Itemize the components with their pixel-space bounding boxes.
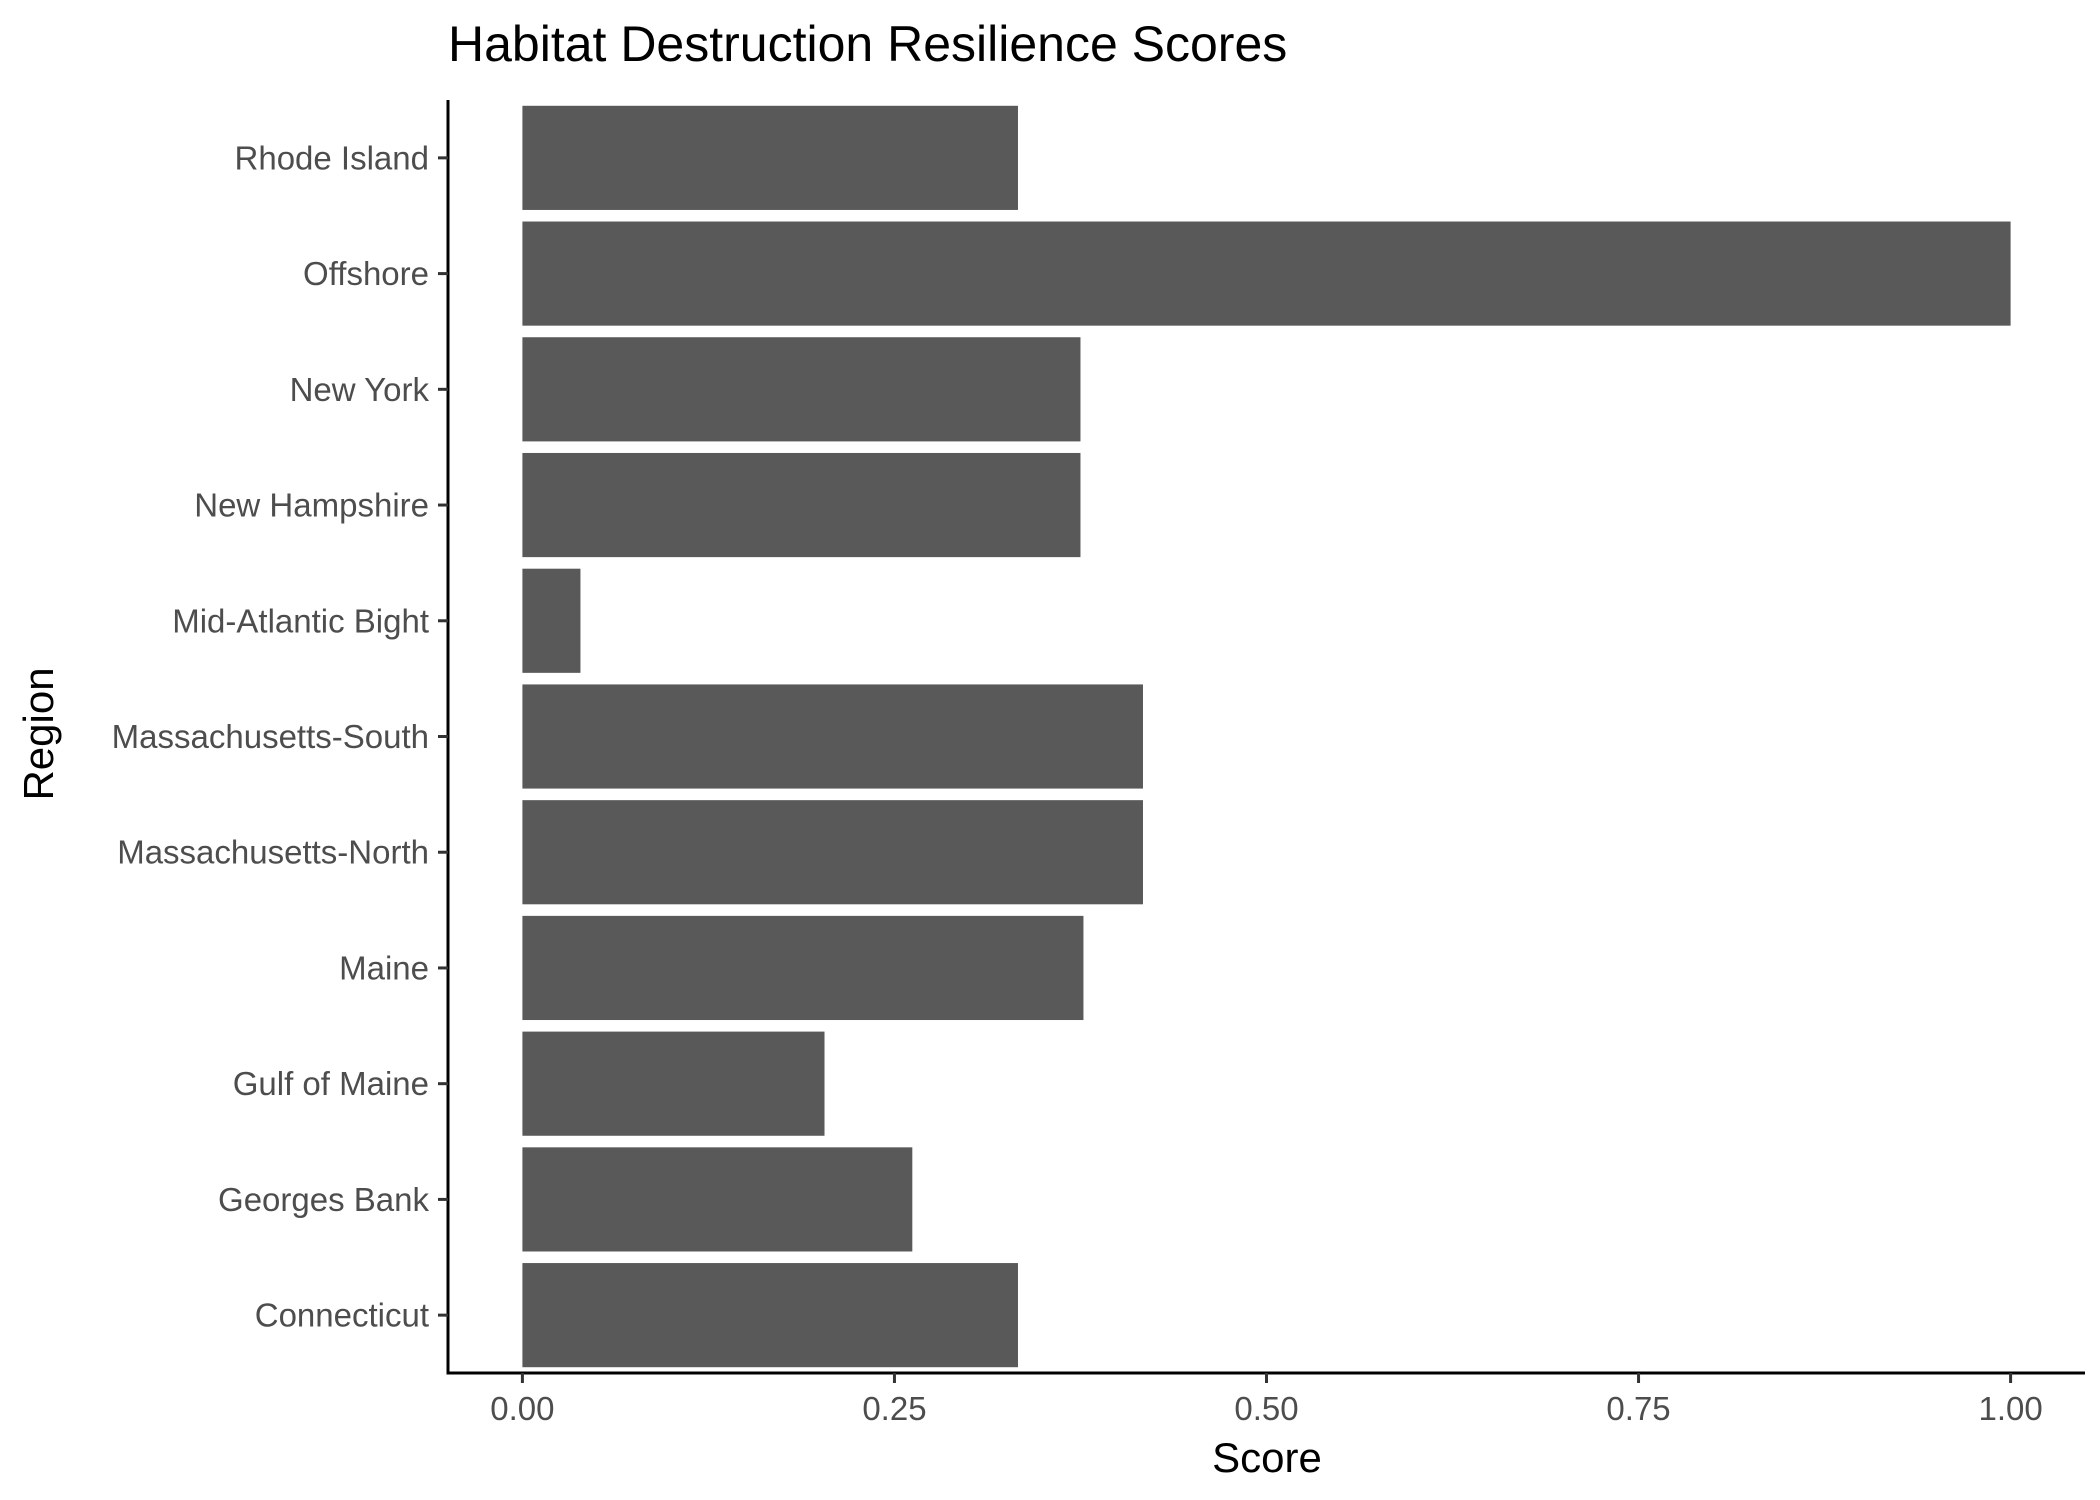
bar-offshore xyxy=(522,221,2011,326)
y-tick-label-georges-bank: Georges Bank xyxy=(218,1181,429,1218)
x-tick-label-2: 0.50 xyxy=(1234,1390,1298,1427)
bar-new-york xyxy=(522,337,1081,442)
bar-mid-atlantic-bight xyxy=(522,568,581,673)
y-tick-label-offshore: Offshore xyxy=(303,255,429,292)
y-tick-label-mid-atlantic-bight: Mid-Atlantic Bight xyxy=(172,602,429,639)
bars-group xyxy=(522,105,2011,1368)
x-tick-label-1: 0.25 xyxy=(862,1390,926,1427)
chart-title: Habitat Destruction Resilience Scores xyxy=(448,16,1287,72)
y-tick-label-new-york: New York xyxy=(290,371,430,408)
bar-gulf-of-maine xyxy=(522,1031,825,1136)
y-axis-title: Region xyxy=(15,667,62,800)
bar-massachusetts-south xyxy=(522,684,1143,789)
y-tick-label-massachusetts-south: Massachusetts-South xyxy=(112,718,429,755)
x-tick-label-3: 0.75 xyxy=(1606,1390,1670,1427)
bar-massachusetts-north xyxy=(522,800,1143,905)
y-tick-label-gulf-of-maine: Gulf of Maine xyxy=(233,1065,429,1102)
y-tick-label-maine: Maine xyxy=(339,949,429,986)
bar-maine xyxy=(522,915,1084,1021)
y-ticks-group: Connecticut Georges Bank Gulf of Maine Main… xyxy=(112,139,448,1334)
x-axis-title: Score xyxy=(1212,1434,1322,1481)
bar-connecticut xyxy=(522,1263,1018,1368)
bar-new-hampshire xyxy=(522,452,1081,558)
y-tick-label-rhode-island: Rhode Island xyxy=(235,139,429,176)
x-tick-label-0: 0.00 xyxy=(490,1390,554,1427)
y-tick-label-connecticut: Connecticut xyxy=(255,1297,429,1334)
y-tick-label-new-hampshire: New Hampshire xyxy=(194,487,429,524)
bar-rhode-island xyxy=(522,105,1018,210)
y-tick-label-massachusetts-north: Massachusetts-North xyxy=(117,834,429,871)
bar-georges-bank xyxy=(522,1147,913,1252)
x-ticks-group: 0.00 0.25 0.50 0.75 1.00 xyxy=(490,1373,2043,1427)
x-tick-label-4: 1.00 xyxy=(1978,1390,2042,1427)
